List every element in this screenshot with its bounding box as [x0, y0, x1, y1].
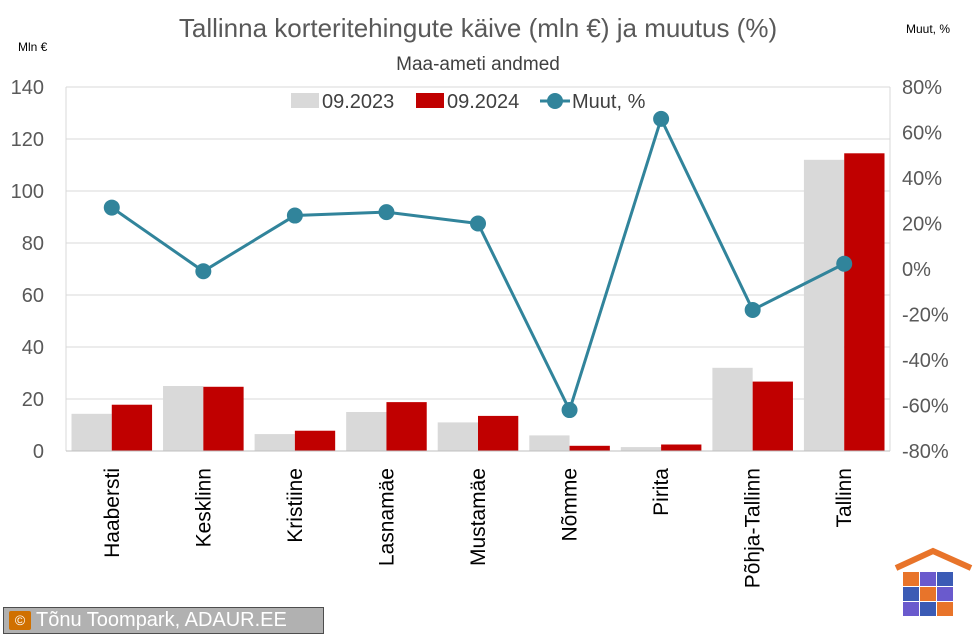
bar-09.2024-Põhja-Tallinn	[752, 381, 793, 451]
bar-09.2024-Mustamäe	[478, 415, 519, 451]
y-tick-label: 140	[11, 77, 44, 99]
category-label: Kristiine	[284, 468, 307, 543]
legend-label-2024: 09.2024	[447, 91, 519, 113]
left-axis-unit: Mln €	[18, 40, 48, 54]
bar-09.2024-Kesklinn	[203, 386, 244, 451]
bar-09.2024-Haabersti	[111, 404, 153, 451]
category-label: Põhja-Tallinn	[742, 468, 765, 588]
change-point-Kristiine	[286, 207, 303, 224]
logo-piece-purple	[920, 572, 936, 586]
change-point-Haabersti	[103, 199, 120, 216]
chart-title: Tallinna korteritehingute käive (mln €) …	[179, 13, 777, 43]
change-point-Põhja-Tallinn	[744, 301, 761, 318]
bar-09.2023-Haabersti	[71, 413, 112, 451]
bar-09.2023-Nõmme	[529, 435, 570, 451]
credit-text: Tõnu Toompark, ADAUR.EE	[36, 609, 287, 631]
category-label: Nõmme	[559, 468, 582, 542]
category-labels: Haabersti Kesklinn Kristiine Lasnamäe Mustam…	[101, 468, 856, 589]
change-point-Lasnamäe	[378, 204, 395, 221]
logo-piece-orange	[903, 572, 919, 586]
bars	[71, 153, 885, 452]
logo-roof	[894, 547, 973, 571]
logo-piece-orange-2	[920, 587, 936, 601]
y-tick-label: 40	[22, 337, 44, 359]
legend-label-change: Muut, %	[572, 91, 646, 113]
bar-09.2023-Põhja-Tallinn	[712, 367, 753, 451]
chart-subtitle: Maa-ameti andmed	[396, 54, 560, 75]
bar-09.2023-Kristiine	[254, 434, 295, 451]
bar-09.2023-Pirita	[620, 447, 662, 451]
bar-09.2023-Tallinn	[803, 159, 845, 452]
bar-09.2023-Lasnamäe	[346, 412, 387, 451]
credit-box: © Tõnu Toompark, ADAUR.EE	[3, 607, 324, 634]
adaur-logo	[894, 547, 973, 616]
bar-09.2024-Lasnamäe	[386, 402, 427, 451]
logo-piece-blue	[937, 572, 953, 586]
logo-piece-purple-2	[937, 587, 953, 601]
category-label: Haabersti	[101, 468, 124, 558]
legend: 09.2023 09.2024 Muut, %	[291, 91, 646, 113]
change-point-Tallinn	[836, 255, 853, 272]
bar-09.2023-Kesklinn	[163, 386, 204, 451]
change-point-Pirita	[653, 110, 670, 127]
right-axis-ticks: -80% -60% -40% -20% 0% 20% 40% 60% 80%	[902, 77, 949, 463]
logo-piece-blue-3	[920, 602, 936, 616]
legend-swatch-2023	[291, 93, 319, 108]
category-label: Lasnamäe	[375, 468, 398, 566]
y2-tick-label: -60%	[902, 396, 949, 418]
change-line	[103, 110, 853, 419]
bar-09.2024-Tallinn	[844, 153, 885, 452]
change-point-Mustamäe	[470, 215, 486, 232]
logo-piece-blue-2	[903, 587, 919, 601]
y-tick-label: 80	[22, 233, 44, 255]
category-label: Kesklinn	[192, 468, 215, 547]
y-tick-label: 120	[11, 129, 44, 151]
logo-piece-purple-3	[903, 602, 919, 616]
y-tick-label: 100	[11, 181, 44, 203]
bar-09.2024-Nõmme	[569, 445, 610, 451]
right-axis-unit: Muut, %	[906, 22, 950, 36]
legend-marker-change	[547, 93, 563, 109]
bar-09.2023-Mustamäe	[437, 422, 478, 451]
category-label: Mustamäe	[467, 468, 490, 566]
legend-label-2023: 09.2023	[322, 91, 394, 113]
y2-tick-label: 80%	[902, 77, 942, 99]
bar-09.2024-Kristiine	[294, 430, 336, 451]
logo-piece-orange-3	[937, 602, 953, 616]
bar-09.2024-Pirita	[661, 444, 702, 451]
y2-tick-label: 0%	[902, 259, 931, 281]
gridlines	[65, 86, 891, 451]
y2-tick-label: 40%	[902, 168, 942, 190]
y2-tick-label: -20%	[902, 305, 949, 327]
y2-tick-label: 60%	[902, 123, 942, 145]
change-line-path	[110, 114, 845, 415]
left-axis-ticks: 0 20 40 60 80 100 120 140	[11, 77, 44, 463]
y2-tick-label: -40%	[902, 350, 949, 372]
change-point-Nõmme	[561, 402, 578, 419]
y2-tick-label: -80%	[902, 441, 949, 463]
y-tick-label: 60	[22, 285, 44, 307]
copyright-icon: ©	[9, 611, 31, 630]
category-label: Pirita	[650, 468, 673, 516]
legend-swatch-2024	[416, 93, 444, 108]
y-tick-label: 0	[33, 441, 44, 463]
y2-tick-label: 20%	[902, 214, 942, 236]
y-tick-label: 20	[22, 389, 44, 411]
change-point-Kesklinn	[195, 263, 212, 280]
category-label: Tallinn	[833, 468, 856, 528]
